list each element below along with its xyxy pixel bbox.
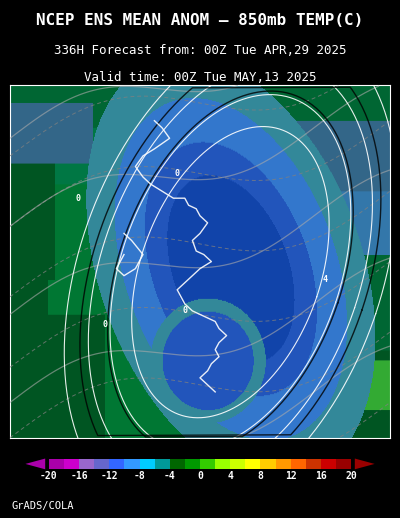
Text: 12: 12 [285, 471, 296, 481]
Bar [185, 458, 200, 469]
Text: -16: -16 [70, 471, 88, 481]
Text: 0: 0 [197, 471, 203, 481]
Text: -20: -20 [40, 471, 58, 481]
Text: NCEP ENS MEAN ANOM – 850mb TEMP(C): NCEP ENS MEAN ANOM – 850mb TEMP(C) [36, 13, 364, 28]
Bar [321, 458, 336, 469]
Text: 4: 4 [323, 275, 328, 284]
Bar [306, 458, 321, 469]
Text: 0: 0 [175, 169, 180, 178]
Bar [140, 458, 155, 469]
Text: 4: 4 [227, 471, 233, 481]
Bar [260, 458, 276, 469]
Text: -12: -12 [100, 471, 118, 481]
Bar [124, 458, 140, 469]
Polygon shape [26, 458, 45, 469]
Text: -8: -8 [134, 471, 145, 481]
Text: GrADS/COLA: GrADS/COLA [12, 501, 74, 511]
Bar [245, 458, 260, 469]
Polygon shape [355, 458, 374, 469]
Text: -4: -4 [164, 471, 176, 481]
Bar [155, 458, 170, 469]
Text: 8: 8 [258, 471, 264, 481]
Bar [49, 458, 64, 469]
Bar [200, 458, 215, 469]
Bar [64, 458, 79, 469]
Text: 16: 16 [315, 471, 327, 481]
Text: Valid time: 00Z Tue MAY,13 2025: Valid time: 00Z Tue MAY,13 2025 [84, 70, 316, 84]
Bar [230, 458, 245, 469]
Bar [170, 458, 185, 469]
Bar [79, 458, 94, 469]
Text: 0: 0 [76, 194, 81, 203]
Text: 336H Forecast from: 00Z Tue APR,29 2025: 336H Forecast from: 00Z Tue APR,29 2025 [54, 44, 346, 57]
Text: 0: 0 [182, 307, 187, 315]
Text: 20: 20 [345, 471, 357, 481]
Bar [109, 458, 124, 469]
Bar [94, 458, 109, 469]
Bar [215, 458, 230, 469]
Bar [336, 458, 351, 469]
Bar [291, 458, 306, 469]
Bar [276, 458, 291, 469]
Text: 0: 0 [102, 321, 108, 329]
